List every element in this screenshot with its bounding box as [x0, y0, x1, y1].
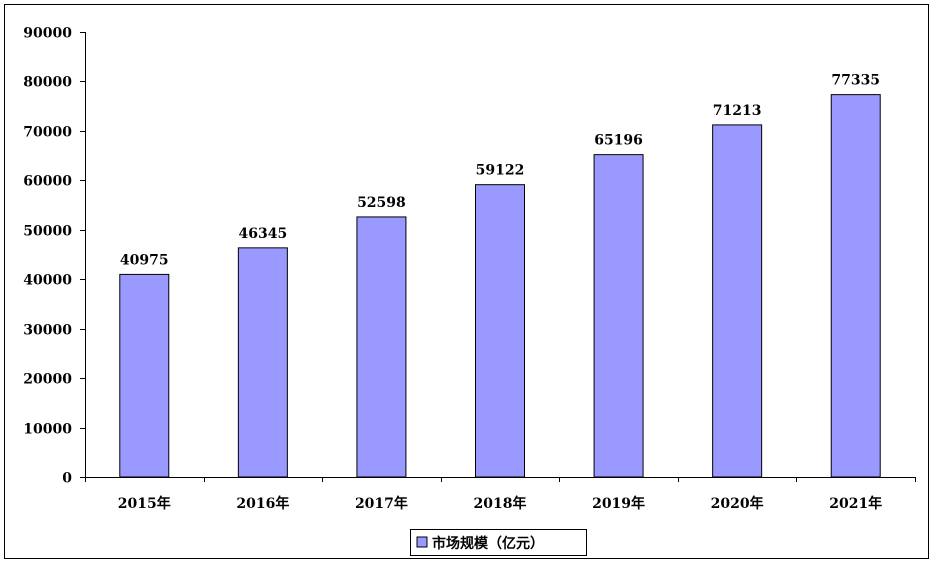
y-tick-label: 30000	[23, 323, 72, 339]
data-label: 52598	[357, 195, 406, 211]
x-tick-label: 2021年	[829, 495, 882, 512]
bar	[830, 94, 881, 478]
bar	[593, 154, 644, 478]
bar	[712, 124, 763, 478]
x-axis: 2015年 2016年 2017年 2018年 2019年 2020年 2021年	[85, 477, 916, 512]
x-tick-label: 2020年	[711, 495, 764, 512]
y-tick-label: 70000	[23, 125, 72, 141]
bar	[356, 216, 407, 478]
data-label: 71213	[713, 103, 762, 119]
x-tick-label: 2019年	[592, 495, 645, 512]
y-tick-label: 90000	[23, 26, 72, 42]
y-tick-label: 60000	[23, 174, 72, 190]
y-tick-label: 80000	[23, 75, 72, 91]
bar	[237, 247, 288, 478]
legend: 市场规模（亿元）	[410, 529, 587, 556]
legend-label: 市场规模（亿元）	[432, 535, 544, 552]
legend-box	[410, 529, 587, 556]
bar	[119, 273, 170, 478]
y-tick-label: 0	[62, 471, 72, 487]
data-label: 77335	[831, 73, 880, 89]
bar	[475, 184, 525, 478]
x-tick-label: 2016年	[236, 495, 289, 512]
x-tick-label: 2015年	[118, 495, 171, 512]
y-tick-label: 40000	[23, 273, 72, 289]
data-label: 65196	[594, 133, 643, 149]
y-tick-label: 20000	[23, 372, 72, 388]
legend-swatch	[416, 536, 428, 548]
y-tick-label: 50000	[23, 224, 72, 240]
data-label: 59122	[476, 163, 525, 179]
data-label: 46345	[238, 226, 287, 242]
bar-series: 40975 46345 52598 59122 65196 71213 77335	[119, 73, 881, 478]
y-axis: 0 10000 20000 30000 40000 50000 60000 70000 8000…	[23, 26, 86, 487]
x-tick-label: 2018年	[474, 495, 527, 512]
data-label: 40975	[120, 252, 169, 268]
x-tick-label: 2017年	[355, 495, 408, 512]
y-tick-label: 10000	[23, 422, 72, 438]
